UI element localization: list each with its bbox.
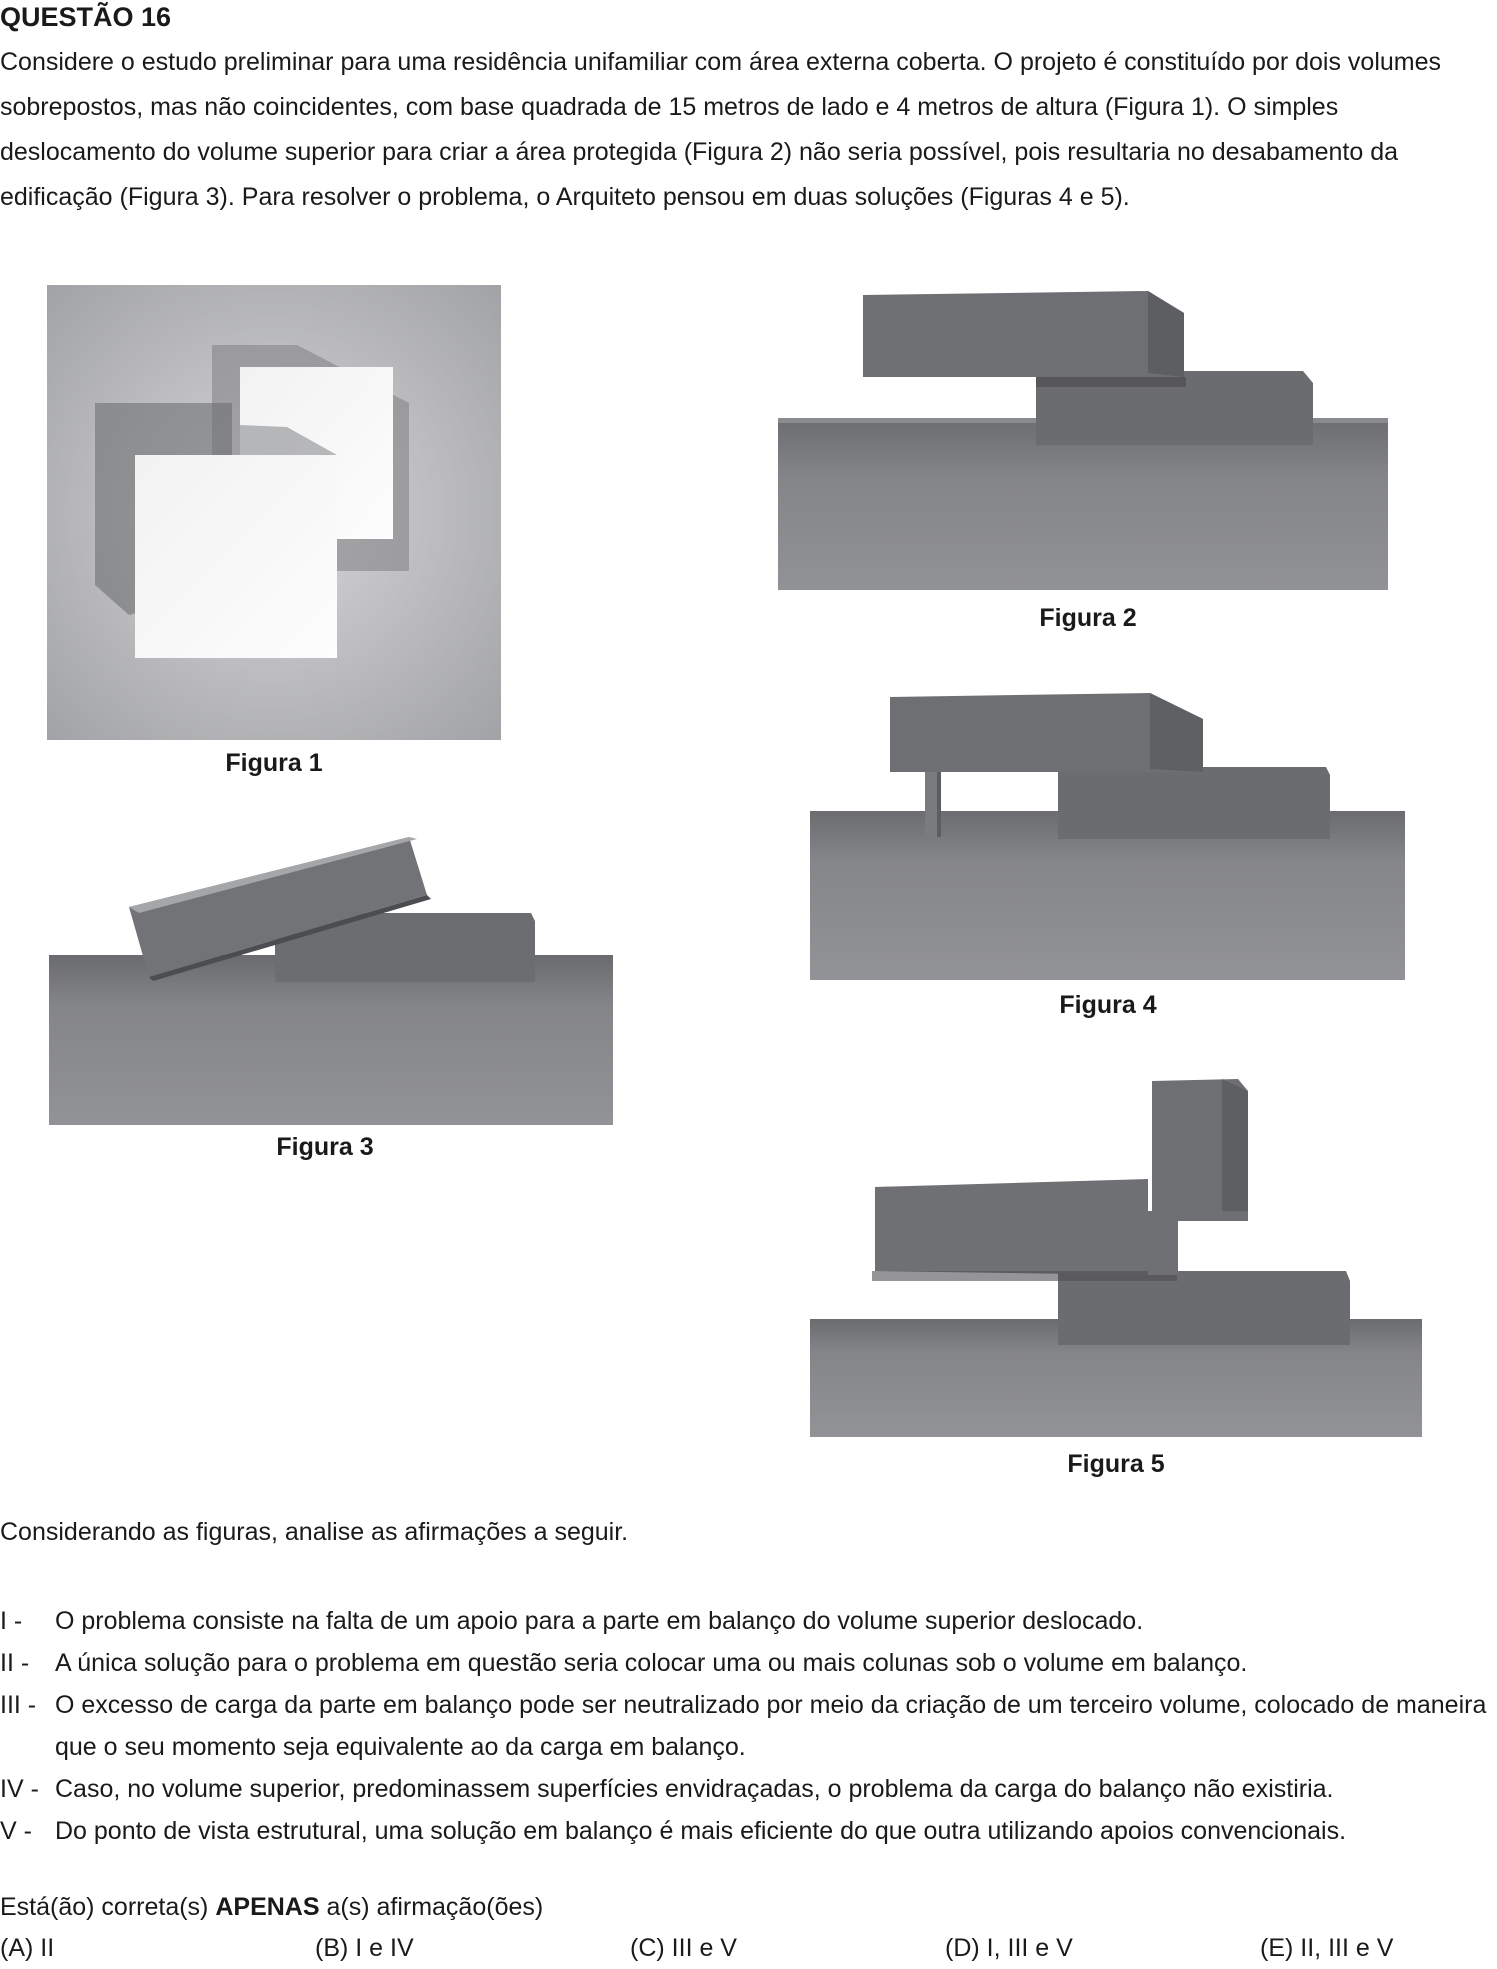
option-text: I e IV [355,1934,414,1962]
statement-number: I - [0,1607,23,1635]
statement-number: IV - [0,1775,39,1803]
option-text: II [40,1934,55,1962]
question-title: QUESTÃO 16 [0,2,172,32]
figure-1-caption: Figura 1 [225,749,323,777]
statement-text: Caso, no volume superior, predominassem … [55,1775,1334,1803]
statement-text: O excesso de carga da parte em balanço p… [55,1691,1487,1761]
figure-4-caption: Figura 4 [1059,991,1157,1019]
figure-3 [49,835,613,1125]
statement-number: III - [0,1691,37,1719]
answer-option-a[interactable]: (A) II [0,1934,54,1963]
answer-option-d[interactable]: (D) I, III e V [945,1934,1073,1963]
option-text: II, III e V [1300,1934,1394,1962]
figure-2 [778,285,1388,590]
statement-item: II - A única solução para o problema em … [0,1642,1497,1684]
statement-item: III - O excesso de carga da parte em bal… [0,1684,1497,1768]
figure-3-caption: Figura 3 [276,1133,374,1161]
option-letter: (C) [630,1934,665,1962]
statement-number: V - [0,1817,32,1845]
option-letter: (E) [1260,1934,1294,1962]
option-letter: (B) [315,1934,349,1962]
statement-text: Do ponto de vista estrutural, uma soluçã… [55,1817,1347,1845]
figure-2-caption: Figura 2 [1039,604,1137,632]
answer-option-c[interactable]: (C) III e V [630,1934,737,1963]
option-letter: (A) [0,1934,34,1962]
statement-text: O problema consiste na falta de um apoio… [55,1607,1144,1635]
answer-prompt-suffix: a(s) afirmação(ões) [319,1893,544,1921]
option-text: I, III e V [986,1934,1073,1962]
option-text: III e V [671,1934,737,1962]
answer-prompt-prefix: Está(ão) correta(s) [0,1893,216,1921]
statements-lead: Considerando as figuras, analise as afir… [0,1518,629,1546]
question-intro: Considere o estudo preliminar para uma r… [0,48,1442,211]
statement-item: I - O problema consiste na falta de um a… [0,1600,1497,1642]
option-letter: (D) [945,1934,980,1962]
answer-option-e[interactable]: (E) II, III e V [1260,1934,1393,1963]
answer-options: (A) II (B) I e IV (C) III e V (D) I, III… [0,1934,1497,1968]
statement-number: II - [0,1649,30,1677]
figure-1 [47,285,501,740]
statement-item: IV - Caso, no volume superior, predomina… [0,1768,1497,1810]
answer-prompt-emphasis: APENAS [215,1893,320,1921]
figure-5 [810,1075,1422,1437]
answer-option-b[interactable]: (B) I e IV [315,1934,414,1963]
answer-prompt: Está(ão) correta(s) APENAS a(s) afirmaçã… [0,1893,543,1922]
figure-5-caption: Figura 5 [1067,1450,1165,1478]
statement-text: A única solução para o problema em quest… [55,1649,1248,1677]
statement-item: V - Do ponto de vista estrutural, uma so… [0,1810,1497,1852]
statements-list: I - O problema consiste na falta de um a… [0,1600,1497,1852]
figure-4 [810,685,1405,980]
